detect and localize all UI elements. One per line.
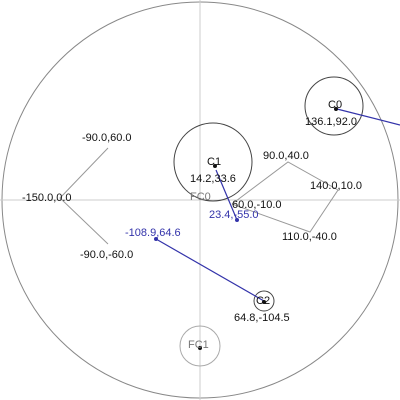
vertex-label: -90.0,60.0 xyxy=(82,132,132,144)
c1-ring xyxy=(173,122,253,202)
fc1-ring xyxy=(179,325,221,367)
c2-label: C2 xyxy=(256,295,270,307)
vertex-label: 140.0,10.0 xyxy=(310,180,362,192)
c0-dot xyxy=(334,107,338,111)
c0-ring xyxy=(304,76,364,136)
blue-point-coord: -108.9,64.6 xyxy=(125,227,181,239)
fc1-label: FC1 xyxy=(188,339,209,351)
fc0-label: FC0 xyxy=(190,191,211,203)
c1-label: C1 xyxy=(207,156,221,168)
vertex-label: -150.0,0.0 xyxy=(22,192,72,204)
c0-coord: 136.1,92.0 xyxy=(305,116,357,128)
c0-vector xyxy=(336,108,400,126)
c1-dot xyxy=(213,164,217,168)
vertex-label: 60.0,-10.0 xyxy=(232,199,282,211)
right-polyline xyxy=(231,161,339,233)
vertex-label: 90.0,40.0 xyxy=(263,150,309,162)
fc1-dot xyxy=(198,346,202,350)
fc0-coord: 23.4,-55.0 xyxy=(209,209,259,221)
fc0-dot xyxy=(235,218,239,222)
c0-label: C0 xyxy=(328,99,342,111)
c2-ring xyxy=(253,290,275,312)
vertex-label: 110.0,-40.0 xyxy=(282,231,337,243)
c2-dot xyxy=(262,300,266,304)
left-polyline xyxy=(59,147,109,245)
blue-point-dot xyxy=(154,237,158,241)
vertex-label: -90.0,-60.0 xyxy=(80,249,133,261)
c1-coord: 14.2,33.6 xyxy=(190,173,236,185)
c1-vector xyxy=(215,169,238,221)
blue-vector xyxy=(155,238,265,302)
c2-coord: 64.8,-104.5 xyxy=(234,312,290,324)
